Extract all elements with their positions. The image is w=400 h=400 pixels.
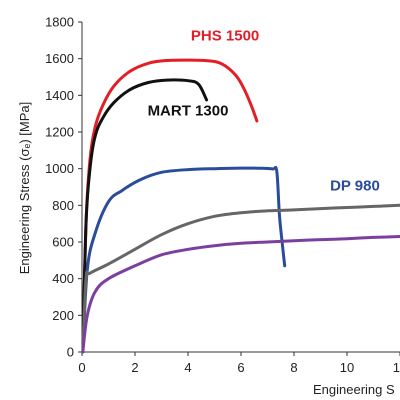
series-labels: PHS 1500 MART 1300 DP 980 — [148, 27, 380, 194]
y-tick-label: 200 — [52, 308, 74, 323]
series-line-unlabeled-4 — [82, 235, 400, 354]
x-tick-label: 10 — [340, 360, 354, 375]
series-label-mart-1300: MART 1300 — [148, 103, 229, 120]
series-label-phs-1500: PHS 1500 — [191, 27, 259, 44]
y-tick-label: 600 — [52, 235, 74, 250]
y-tick-label: 400 — [52, 271, 74, 286]
y-tick-label: 1800 — [45, 15, 74, 30]
x-tick-label: 2 — [131, 360, 138, 375]
series-line-dp-980 — [82, 165, 287, 354]
x-tick-label: 4 — [184, 360, 191, 375]
x-tick-label: 0 — [78, 360, 85, 375]
series-label-dp-980: DP 980 — [330, 178, 380, 195]
tick-labels: 0 200 400 600 800 1000 1200 1400 1600 1800 0 2 4 6 8 10… — [45, 15, 400, 375]
y-tick-label: 1400 — [45, 88, 74, 103]
x-tick-label: 6 — [237, 360, 244, 375]
y-tick-label: 1200 — [45, 125, 74, 140]
x-tick-label: 8 — [290, 360, 297, 375]
x-tick-label: 12 — [393, 360, 400, 375]
y-axis-title: Engineering Stress (σₑ) [MPa] — [17, 102, 32, 275]
y-tick-label: 800 — [52, 198, 74, 213]
y-tick-label: 1000 — [45, 161, 74, 176]
series-lines — [82, 58, 400, 354]
series-line-mart-1300 — [82, 78, 209, 354]
y-tick-label: 0 — [67, 345, 74, 360]
series-line-unlabeled-3 — [82, 203, 400, 354]
x-axis-title: Engineering S — [313, 382, 395, 397]
y-tick-label: 1600 — [45, 51, 74, 66]
